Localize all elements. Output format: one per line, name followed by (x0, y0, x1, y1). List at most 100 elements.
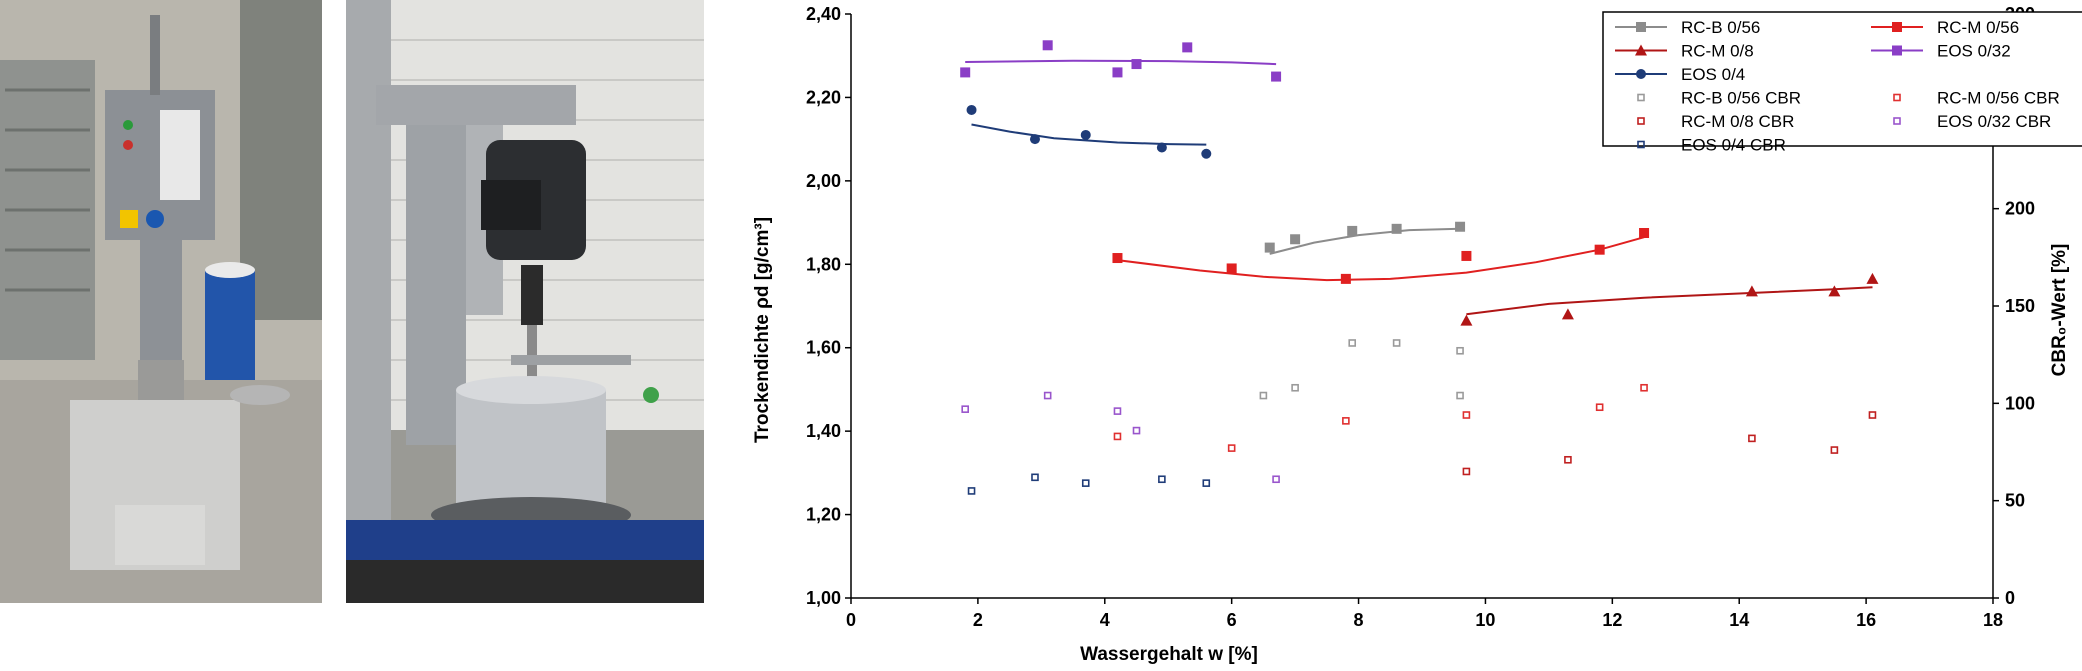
legend-marker-rc-b-0-56-cbr (1637, 93, 1645, 102)
data-point-rc-m-0-56-cbr (1227, 444, 1236, 452)
series-rc-m-0-56-cbr (1113, 383, 1648, 452)
data-point-rc-m-0-8-cbr (1868, 411, 1877, 419)
legend-label-rc-m-0-8-cbr: RC-M 0/8 CBR (1681, 112, 1794, 131)
data-point-rc-m-0-56-cbr (1595, 403, 1604, 412)
data-point-rc-m-0-56-cbr (1113, 432, 1122, 441)
series-rc-m-0-8 (1460, 272, 1879, 326)
data-point-rc-m-0-56 (1340, 273, 1351, 284)
x-tick-label: 18 (1983, 610, 2003, 630)
data-point-rc-m-0-56-cbr (1462, 411, 1471, 419)
data-point-eos-0-32 (1042, 40, 1053, 51)
x-tick-label: 4 (1100, 610, 1110, 630)
y-left-tick-label: 2,00 (806, 171, 841, 191)
y-left-tick-label: 1,00 (806, 588, 841, 608)
data-point-rc-m-0-8-cbr (1748, 434, 1756, 443)
legend-marker-eos-0-32-cbr (1893, 117, 1901, 125)
data-point-eos-0-4-cbr (1031, 473, 1039, 482)
legend-marker-rc-m-0-8-cbr (1637, 117, 1645, 125)
legend-label-rc-m-0-56: RC-M 0/56 (1937, 18, 2019, 37)
series-rc-b-0-56 (1264, 221, 1466, 253)
x-tick-label: 6 (1227, 610, 1237, 630)
data-point-rc-b-0-56-cbr (1392, 339, 1401, 347)
y-axis-right-label: CBR₀-Wert [%] (2049, 244, 2070, 377)
chart-markers (960, 40, 1879, 495)
y-left-tick-label: 2,20 (806, 87, 841, 107)
data-point-eos-0-32 (1131, 59, 1142, 70)
data-point-eos-0-4 (1201, 148, 1212, 159)
legend-marker-eos-0-4 (1636, 69, 1646, 79)
y-right-tick-label: 150 (2005, 296, 2035, 316)
data-point-rc-b-0-56 (1347, 225, 1358, 236)
legend-marker-rc-b-0-56 (1636, 22, 1646, 32)
data-point-rc-m-0-56 (1112, 253, 1123, 264)
compaction-cbr-chart: 0 2 4 6 8 10 12 14 16 18 1,00 1,20 1,40 1,60 1,80 2,00 2… (735, 0, 2082, 671)
legend-marker-eos-0-32 (1892, 45, 1902, 56)
x-axis-label: Wassergehalt w [%] (1080, 644, 1258, 665)
data-point-rc-m-0-8-cbr (1830, 446, 1839, 454)
data-point-rc-m-0-8 (1828, 285, 1841, 297)
series-rc-b-0-56-cbr (1259, 339, 1464, 400)
legend-label-eos-0-32: EOS 0/32 (1937, 42, 2011, 61)
x-tick-label: 10 (1475, 610, 1495, 630)
chart-tick-labels: 0 2 4 6 8 10 12 14 16 18 1,00 1,20 1,40 1,60 1,80 2,00 2… (806, 4, 2035, 630)
data-point-eos-0-32 (960, 67, 971, 78)
data-point-eos-0-32-cbr (1272, 475, 1280, 484)
data-point-eos-0-4 (1156, 142, 1167, 153)
legend-box (1602, 11, 2082, 147)
data-point-rc-b-0-56 (1391, 223, 1402, 234)
legend-marker-rc-m-0-56 (1892, 22, 1902, 32)
x-tick-label: 16 (1856, 610, 1876, 630)
data-point-eos-0-32 (1112, 67, 1123, 78)
y-right-tick-label: 200 (2005, 199, 2035, 219)
chart-legend: RC-B 0/56 RC-M 0/56 RC-M 0/8 EOS 0/32 EOS 0/… (1602, 11, 2082, 155)
data-point-eos-0-32-cbr (1132, 426, 1141, 435)
chart-canvas: 0 2 4 6 8 10 12 14 16 18 1,00 1,20 1,40 1,60 1,80 2,00 2… (752, 4, 2082, 665)
data-point-rc-m-0-8 (1866, 272, 1879, 284)
photo-cbr-test-frame-illustration (0, 0, 322, 603)
data-point-eos-0-4-cbr (967, 487, 976, 495)
x-tick-label: 14 (1729, 610, 1749, 630)
x-tick-label: 8 (1354, 610, 1364, 630)
x-tick-label: 2 (973, 610, 983, 630)
data-point-eos-0-32-cbr (961, 405, 969, 413)
data-point-rc-m-0-56 (1639, 228, 1650, 238)
y-left-tick-label: 1,40 (806, 421, 841, 441)
data-point-eos-0-32 (1271, 71, 1282, 82)
x-tick-label: 0 (846, 610, 856, 630)
data-point-eos-0-4-cbr (1081, 479, 1090, 487)
data-point-eos-0-4 (966, 104, 977, 115)
series-eos-0-4 (966, 104, 1212, 159)
legend-label-rc-b-0-56: RC-B 0/56 (1681, 18, 1760, 37)
data-point-rc-m-0-8 (1460, 314, 1473, 326)
series-eos-0-32-cbr (961, 391, 1280, 484)
data-point-eos-0-4 (1029, 134, 1040, 145)
legend-marker-rc-m-0-56-cbr (1893, 93, 1901, 102)
data-point-rc-m-0-56 (1226, 263, 1237, 274)
series-rc-m-0-56 (1112, 228, 1650, 284)
data-point-rc-b-0-56 (1455, 221, 1466, 232)
chart-fit-lines (965, 59, 1873, 316)
data-point-rc-m-0-56 (1461, 250, 1472, 261)
data-point-rc-m-0-56 (1594, 244, 1605, 255)
y-left-tick-label: 1,80 (806, 254, 841, 274)
fit-line-rc-m-0-56 (1117, 236, 1645, 282)
photo-cbr-drill-apparatus-illustration (346, 0, 704, 603)
fit-line-rc-m-0-8 (1466, 286, 1873, 316)
legend-label-eos-0-4: EOS 0/4 (1681, 65, 1745, 84)
legend-label-rc-m-0-8: RC-M 0/8 (1681, 42, 1754, 61)
fit-line-eos-0-32 (965, 59, 1277, 66)
data-point-rc-m-0-8 (1745, 285, 1758, 297)
data-point-rc-b-0-56 (1264, 242, 1275, 253)
y-right-tick-label: 100 (2005, 393, 2035, 413)
data-point-rc-m-0-56-cbr (1342, 417, 1350, 425)
data-point-eos-0-4 (1080, 129, 1091, 140)
y-left-tick-label: 2,40 (806, 4, 841, 24)
y-axis-left-label: Trockendichte ρd [g/cm³] (752, 217, 773, 443)
legend-label-rc-b-0-56-cbr: RC-B 0/56 CBR (1681, 89, 1801, 108)
data-point-eos-0-32-cbr (1043, 391, 1052, 400)
data-point-eos-0-32-cbr (1113, 407, 1122, 415)
legend-marker-rc-m-0-8 (1635, 44, 1647, 56)
data-point-rc-b-0-56-cbr (1291, 383, 1299, 392)
legend-label-rc-m-0-56-cbr: RC-M 0/56 CBR (1937, 89, 2060, 108)
data-point-rc-m-0-8 (1561, 308, 1574, 320)
